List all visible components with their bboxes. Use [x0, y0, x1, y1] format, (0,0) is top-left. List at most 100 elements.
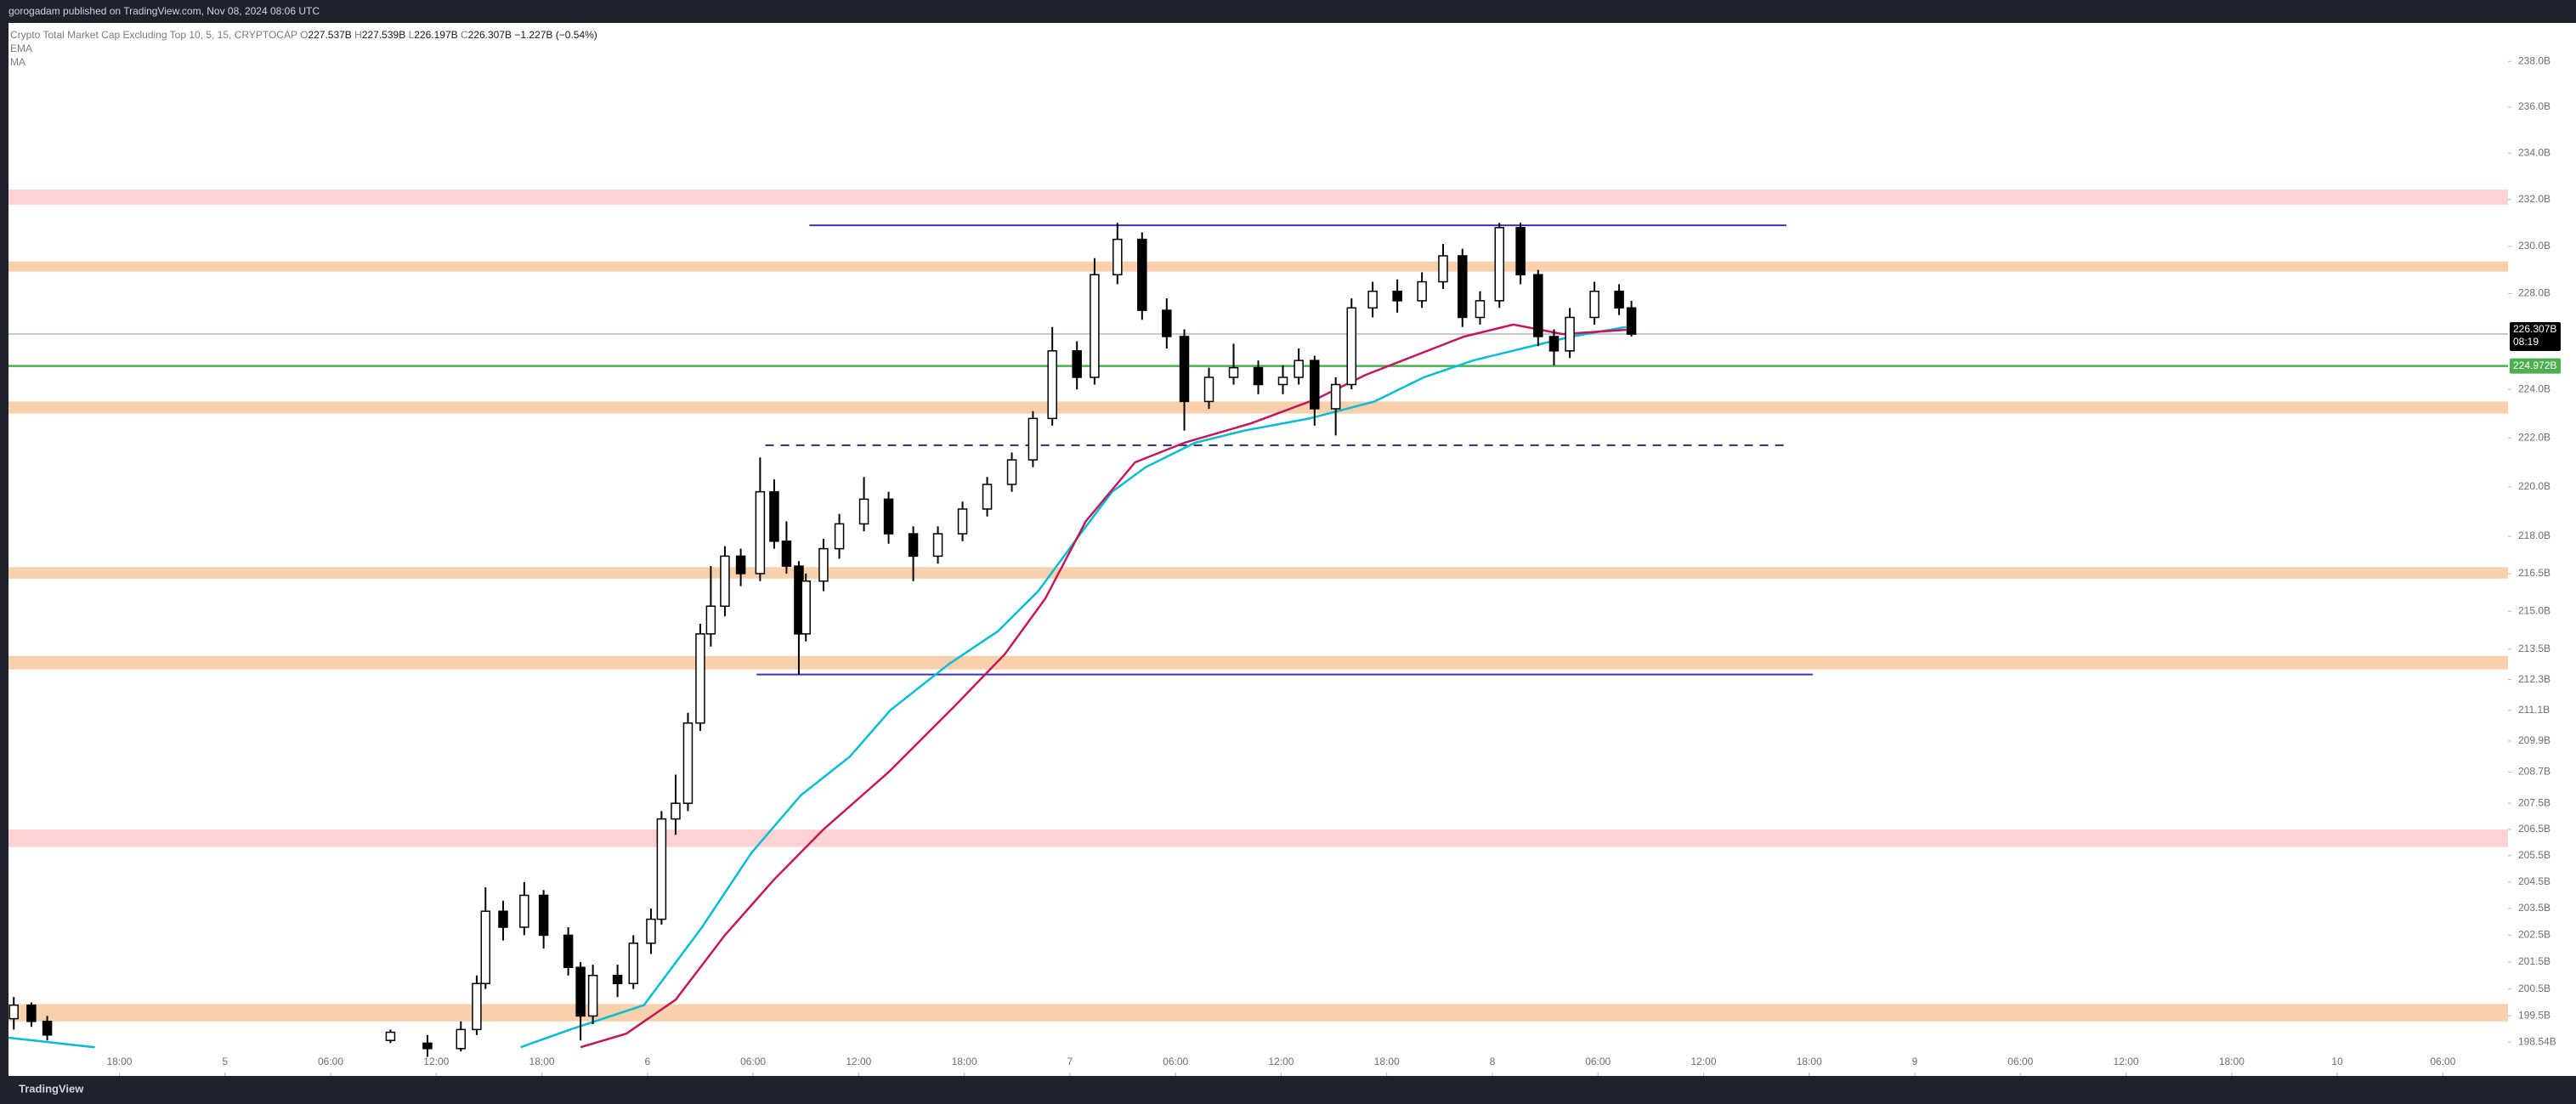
- ohlc-key: C: [460, 29, 468, 41]
- y-tick-label: 211.1B: [2518, 704, 2550, 716]
- candle-body: [1162, 309, 1172, 337]
- ohlc-key: O: [300, 29, 309, 41]
- candle-body: [1438, 255, 1448, 283]
- candle-body: [480, 910, 491, 985]
- candle-body: [1047, 350, 1057, 420]
- candle-body: [538, 894, 549, 937]
- candle-body: [957, 508, 968, 535]
- candle-body: [1417, 280, 1427, 302]
- candle-body: [563, 934, 574, 969]
- x-tick-label: 18:00: [2219, 1056, 2245, 1067]
- x-tick-label: 12:00: [2114, 1056, 2139, 1067]
- candle-body: [1548, 336, 1560, 352]
- change: −1.227B (−0.54%): [514, 29, 597, 41]
- symbol-row: Crypto Total Market Cap Excluding Top 10…: [10, 28, 597, 42]
- zone: [8, 190, 2508, 205]
- indicator-line: [8, 326, 1627, 1049]
- candle-body: [1137, 238, 1147, 311]
- candle-body: [1072, 350, 1082, 378]
- candle-body: [834, 523, 845, 550]
- y-tick-label: 199.5B: [2518, 1010, 2551, 1022]
- candle-body: [769, 490, 779, 542]
- y-tick-label: 198.54B: [2518, 1035, 2556, 1047]
- candle-body: [932, 533, 943, 558]
- level-label: 224.972B: [2513, 360, 2556, 371]
- candle-body: [26, 1004, 37, 1022]
- y-tick-label: 224.0B: [2518, 382, 2551, 394]
- y-tick-label: 232.0B: [2518, 193, 2551, 205]
- ohlc: O227.537B H227.539B L226.197B C226.307B: [300, 29, 514, 41]
- ohlc-key: L: [408, 29, 415, 41]
- y-tick-label: 204.5B: [2518, 875, 2551, 887]
- ohlc-value: 226.307B: [467, 29, 512, 41]
- legend: Crypto Total Market Cap Excluding Top 10…: [10, 28, 597, 69]
- y-tick-label: 234.0B: [2518, 146, 2551, 158]
- x-tick-label: 06:00: [740, 1056, 766, 1067]
- bottom-bar: [0, 1076, 2576, 1104]
- candle-body: [858, 498, 869, 525]
- candle-body: [628, 943, 638, 985]
- ohlc-key: H: [354, 29, 362, 41]
- y-tick-label: 228.0B: [2518, 287, 2551, 299]
- y-tick-label: 209.9B: [2518, 734, 2551, 746]
- candle-body: [1589, 290, 1599, 319]
- y-tick-label: 222.0B: [2518, 431, 2551, 443]
- candle-body: [385, 1031, 396, 1041]
- y-tick-label: 203.5B: [2518, 902, 2551, 914]
- candle-body: [755, 490, 766, 575]
- x-tick-label: 18:00: [106, 1056, 132, 1067]
- candle-body: [587, 974, 598, 1017]
- candle-body: [472, 982, 482, 1031]
- last-price-label: 226.307B: [2513, 323, 2556, 335]
- plot: 238.0B 236.0B 234.0B 232.0B 230.0B 228.0B 224.…: [8, 54, 2561, 1076]
- y-tick-label: 201.5B: [2518, 955, 2551, 967]
- candle-body: [456, 1028, 467, 1050]
- y-tick-label: 200.5B: [2518, 982, 2551, 994]
- x-tick-label: 18:00: [1374, 1056, 1400, 1067]
- candle-body: [801, 580, 811, 635]
- y-tick-label: 218.0B: [2518, 529, 2551, 541]
- x-tick-label: 06:00: [2007, 1056, 2033, 1067]
- candle-body: [1475, 300, 1486, 319]
- x-tick-label: 06:00: [1585, 1056, 1611, 1067]
- x-tick-label: 06:00: [318, 1056, 343, 1067]
- candle-body: [1179, 336, 1190, 403]
- candle-body: [1533, 274, 1543, 337]
- indicators: EMA MA: [10, 42, 597, 69]
- zone: [8, 1004, 2508, 1022]
- zone: [8, 261, 2508, 272]
- ohlc-value: 227.537B: [308, 29, 352, 41]
- y-tick-label: 215.0B: [2518, 604, 2551, 616]
- last-price-box: [2510, 321, 2561, 351]
- legend-entry: MA: [10, 55, 597, 69]
- level-box: [2510, 358, 2561, 374]
- candle-body: [735, 555, 746, 575]
- y-tick-label: 216.5B: [2518, 567, 2551, 579]
- candle-body: [1112, 238, 1123, 275]
- candle-body: [1277, 376, 1288, 386]
- x-tick-label: 7: [1067, 1056, 1073, 1067]
- candle-body: [1614, 290, 1624, 309]
- candle-body: [1626, 307, 1637, 335]
- x-tick-label: 10: [2331, 1056, 2343, 1067]
- x-tick-label: 12:00: [423, 1056, 449, 1067]
- candle-body: [1367, 290, 1378, 309]
- x-tick-label: 18:00: [529, 1056, 555, 1067]
- zone: [8, 401, 2508, 414]
- ohlc-value: 226.197B: [414, 29, 458, 41]
- candle-body: [908, 533, 919, 558]
- y-tick-label: 238.0B: [2518, 54, 2551, 66]
- candle-body: [1294, 360, 1304, 378]
- zone: [8, 655, 2508, 670]
- y-tick-label: 205.5B: [2518, 849, 2551, 861]
- candle-body: [818, 547, 829, 582]
- indicator-line: [580, 323, 1633, 1049]
- x-tick-label: 12:00: [1690, 1056, 1716, 1067]
- legend-entry: EMA: [10, 42, 597, 55]
- candle-body: [498, 910, 508, 928]
- y-tick-label: 212.3B: [2518, 673, 2551, 685]
- legend-label: MA: [10, 56, 25, 68]
- candle-body: [1330, 383, 1341, 410]
- candle-body: [1565, 316, 1575, 352]
